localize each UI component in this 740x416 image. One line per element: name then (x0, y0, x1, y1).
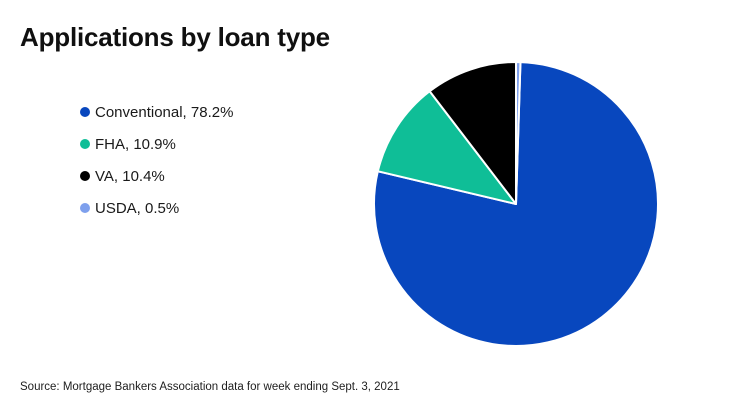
source-note: Source: Mortgage Bankers Association dat… (20, 381, 400, 393)
legend-item-va: VA, 10.4% (80, 160, 233, 192)
pie-slice-fha (376, 90, 517, 205)
legend-label: VA, 10.4% (95, 167, 165, 185)
legend-item-usda: USDA, 0.5% (80, 192, 233, 224)
legend-dot-icon (80, 139, 90, 149)
pie-chart (373, 61, 659, 347)
page-title: Applications by loan type (20, 22, 330, 52)
legend-item-conventional: Conventional, 78.2% (80, 96, 233, 128)
legend-dot-icon (80, 107, 90, 117)
legend: Conventional, 78.2% FHA, 10.9% VA, 10.4%… (80, 96, 233, 224)
legend-label: FHA, 10.9% (95, 135, 176, 153)
legend-dot-icon (80, 203, 90, 213)
pie-slice-usda (515, 61, 522, 205)
legend-label: USDA, 0.5% (95, 199, 180, 217)
legend-label: Conventional, 78.2% (95, 103, 234, 121)
legend-dot-icon (80, 171, 90, 181)
legend-item-fha: FHA, 10.9% (80, 128, 233, 160)
pie-slice-va (428, 61, 517, 205)
